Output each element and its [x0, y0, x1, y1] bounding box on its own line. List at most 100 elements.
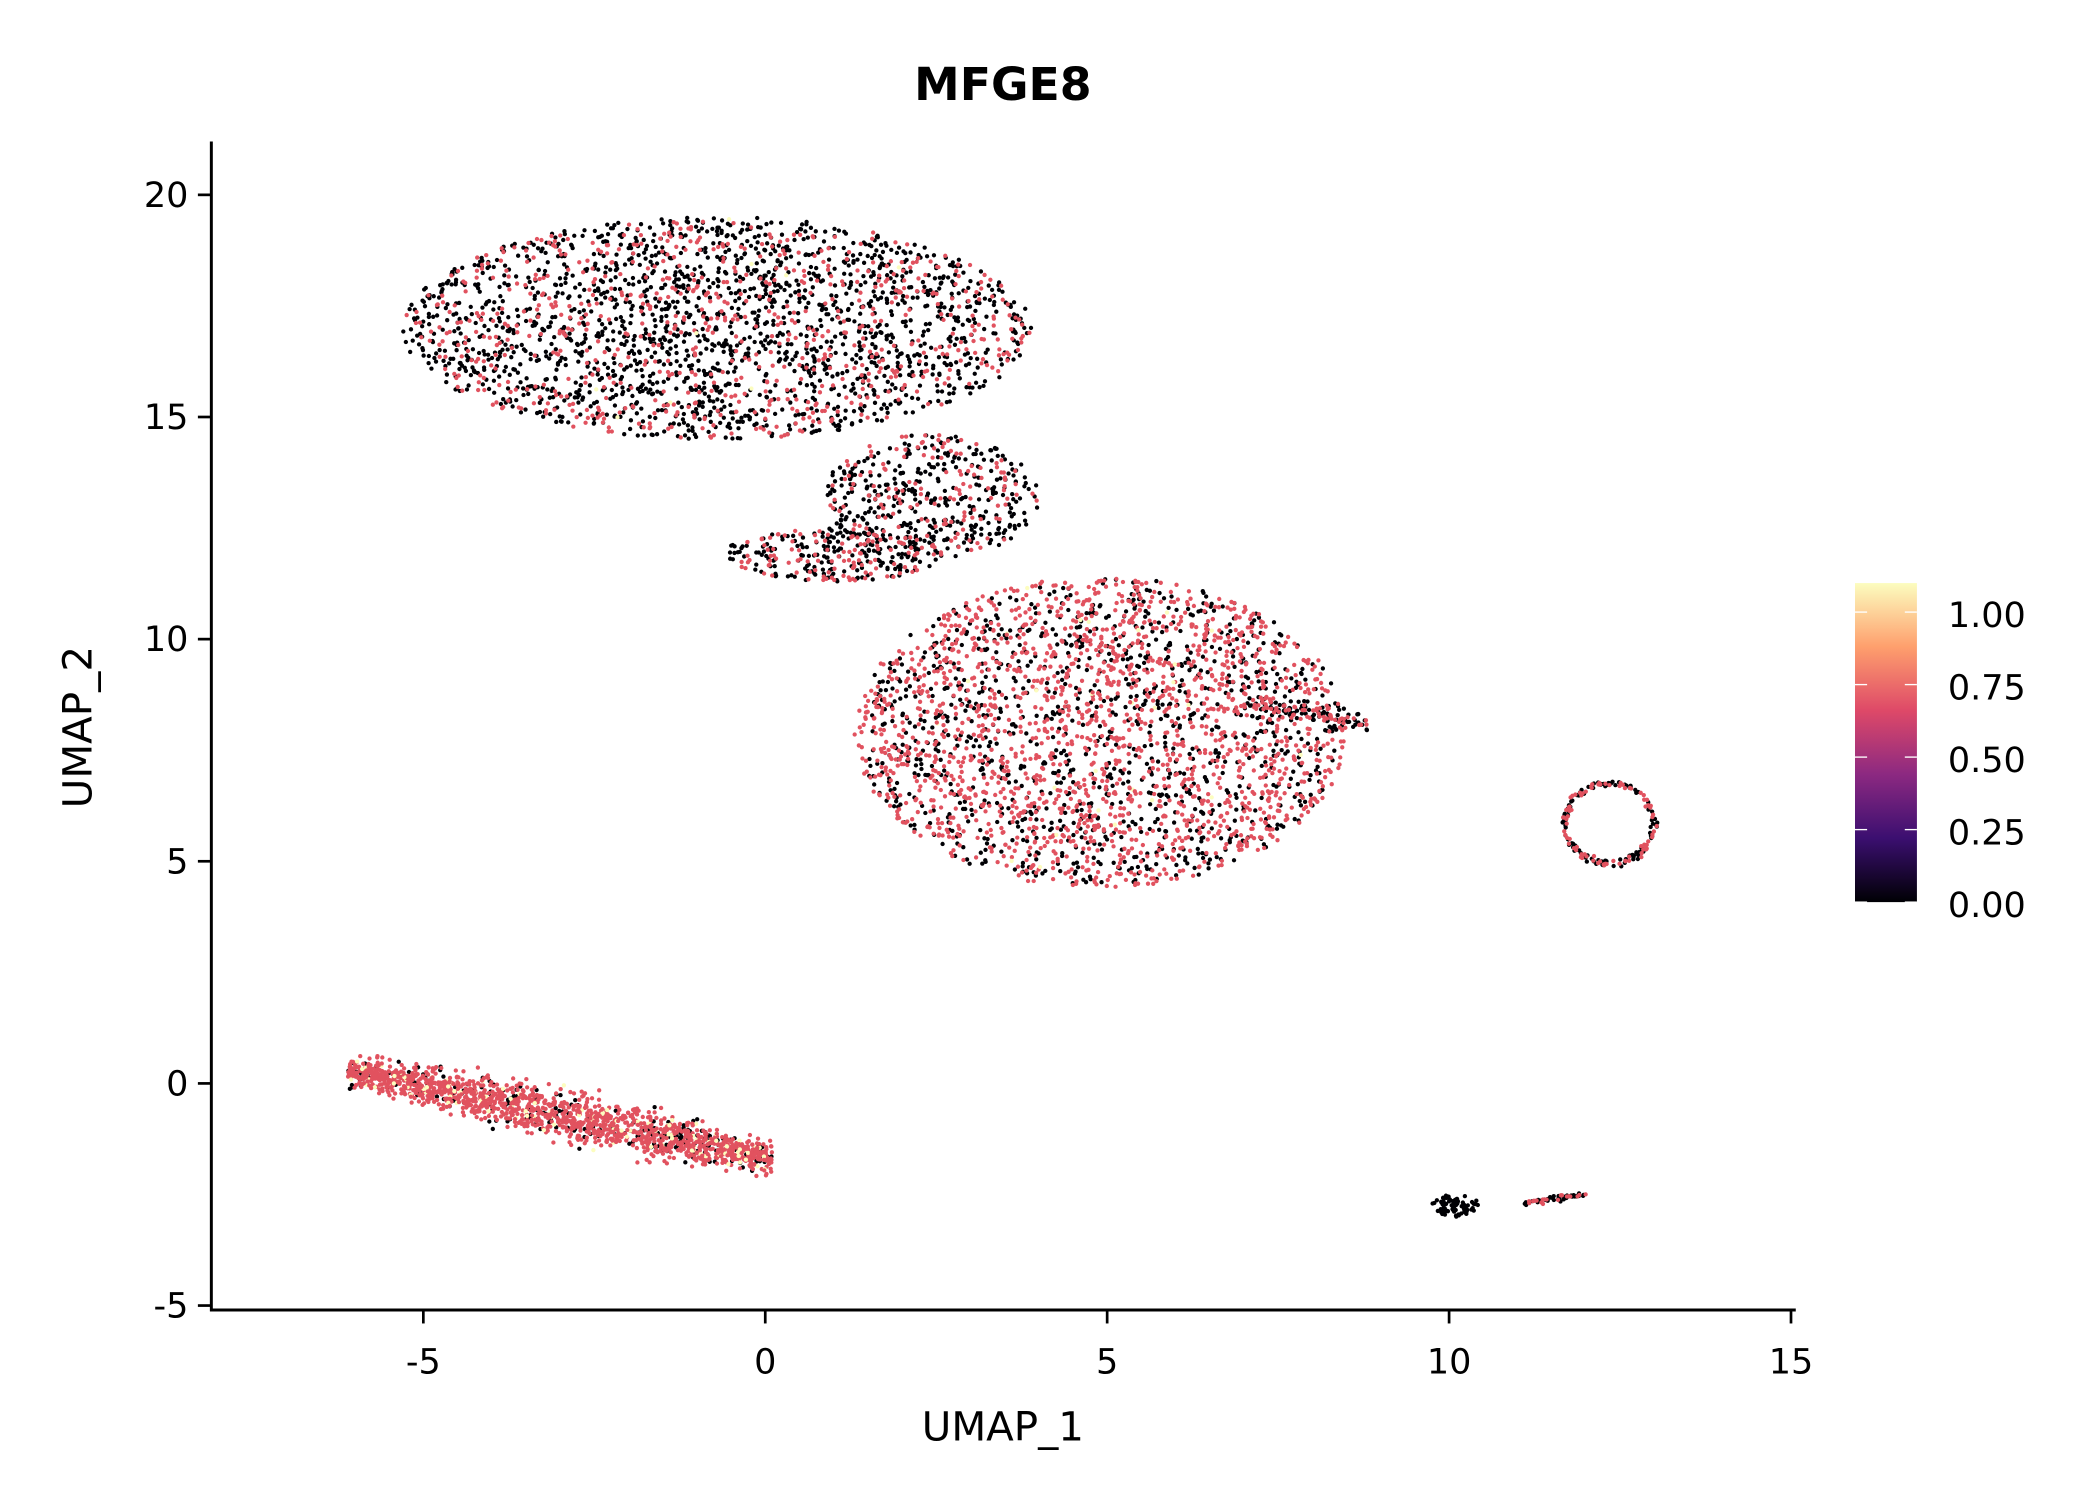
data-point	[707, 295, 713, 300]
data-point	[806, 300, 811, 306]
data-point	[723, 383, 728, 388]
data-point	[585, 258, 590, 263]
data-point	[866, 548, 872, 554]
data-point	[991, 485, 997, 490]
data-point	[996, 542, 1002, 548]
data-point	[857, 340, 862, 345]
data-point	[987, 297, 992, 303]
data-point	[1099, 847, 1105, 852]
data-point	[860, 362, 865, 368]
data-point	[443, 366, 448, 372]
data-point	[899, 434, 905, 439]
data-point	[433, 359, 439, 364]
data-point	[446, 361, 452, 366]
data-point	[779, 232, 785, 237]
data-point	[794, 229, 800, 235]
data-point	[932, 501, 937, 506]
data-point	[1291, 769, 1296, 774]
data-point	[524, 254, 530, 259]
data-point	[918, 491, 924, 497]
data-point	[534, 410, 540, 416]
data-point	[926, 273, 931, 278]
data-point	[971, 706, 977, 711]
data-point	[1022, 518, 1028, 523]
data-point	[408, 327, 414, 332]
data-point	[1648, 824, 1653, 830]
data-point	[810, 285, 815, 290]
data-point	[521, 392, 526, 398]
data-point	[997, 601, 1002, 606]
data-point	[1128, 655, 1134, 660]
data-point	[473, 329, 479, 335]
data-point	[674, 359, 679, 364]
data-point	[814, 401, 819, 406]
data-point	[754, 352, 759, 357]
data-point	[553, 294, 558, 299]
data-point	[945, 536, 950, 541]
data-point	[1441, 1199, 1446, 1204]
data-point	[919, 517, 924, 522]
data-point	[1080, 850, 1085, 855]
data-point	[953, 434, 958, 439]
data-point	[893, 481, 898, 486]
data-point	[457, 366, 462, 372]
data-point	[1074, 625, 1079, 630]
data-point	[775, 258, 780, 263]
data-point	[660, 277, 665, 282]
data-point	[878, 537, 883, 542]
data-point	[913, 481, 918, 486]
data-point	[631, 242, 636, 247]
data-point	[1059, 677, 1065, 683]
data-point	[696, 295, 701, 301]
data-point	[776, 243, 781, 248]
data-point	[640, 419, 646, 424]
data-point	[559, 394, 564, 399]
data-point	[1155, 698, 1160, 704]
data-point	[739, 255, 744, 261]
data-point	[890, 382, 895, 387]
data-point	[553, 392, 559, 398]
data-point	[890, 368, 895, 373]
data-point	[761, 343, 766, 348]
data-point	[968, 391, 973, 396]
data-point	[879, 261, 884, 266]
data-point	[727, 381, 732, 386]
data-point	[595, 372, 600, 377]
data-point	[798, 332, 803, 337]
data-point	[945, 275, 951, 280]
data-point	[742, 336, 747, 342]
data-point	[499, 246, 504, 251]
data-point	[959, 336, 964, 341]
data-point	[456, 373, 461, 378]
data-point	[933, 548, 938, 553]
data-point	[875, 540, 880, 545]
data-point	[854, 352, 859, 358]
data-point	[1005, 358, 1010, 363]
data-point	[1034, 817, 1039, 822]
data-point	[995, 503, 1001, 508]
data-point	[675, 410, 680, 415]
data-point	[656, 342, 661, 348]
data-point	[995, 616, 1000, 621]
data-point	[779, 260, 784, 265]
data-point	[531, 255, 536, 260]
data-point	[993, 678, 999, 683]
data-point	[848, 272, 853, 277]
data-point	[623, 406, 628, 411]
data-point	[994, 477, 1000, 482]
data-point	[622, 334, 627, 339]
data-point	[683, 233, 688, 238]
data-point	[492, 300, 497, 305]
data-point	[953, 676, 958, 681]
data-point	[480, 270, 485, 276]
data-point	[671, 421, 676, 426]
data-point	[709, 316, 714, 321]
data-point	[602, 361, 607, 367]
data-point	[1116, 643, 1121, 648]
data-point	[1204, 777, 1209, 782]
data-point	[982, 379, 988, 384]
data-point	[1053, 632, 1059, 637]
data-point	[552, 389, 558, 394]
data-point	[1075, 696, 1081, 701]
data-point	[797, 296, 802, 301]
